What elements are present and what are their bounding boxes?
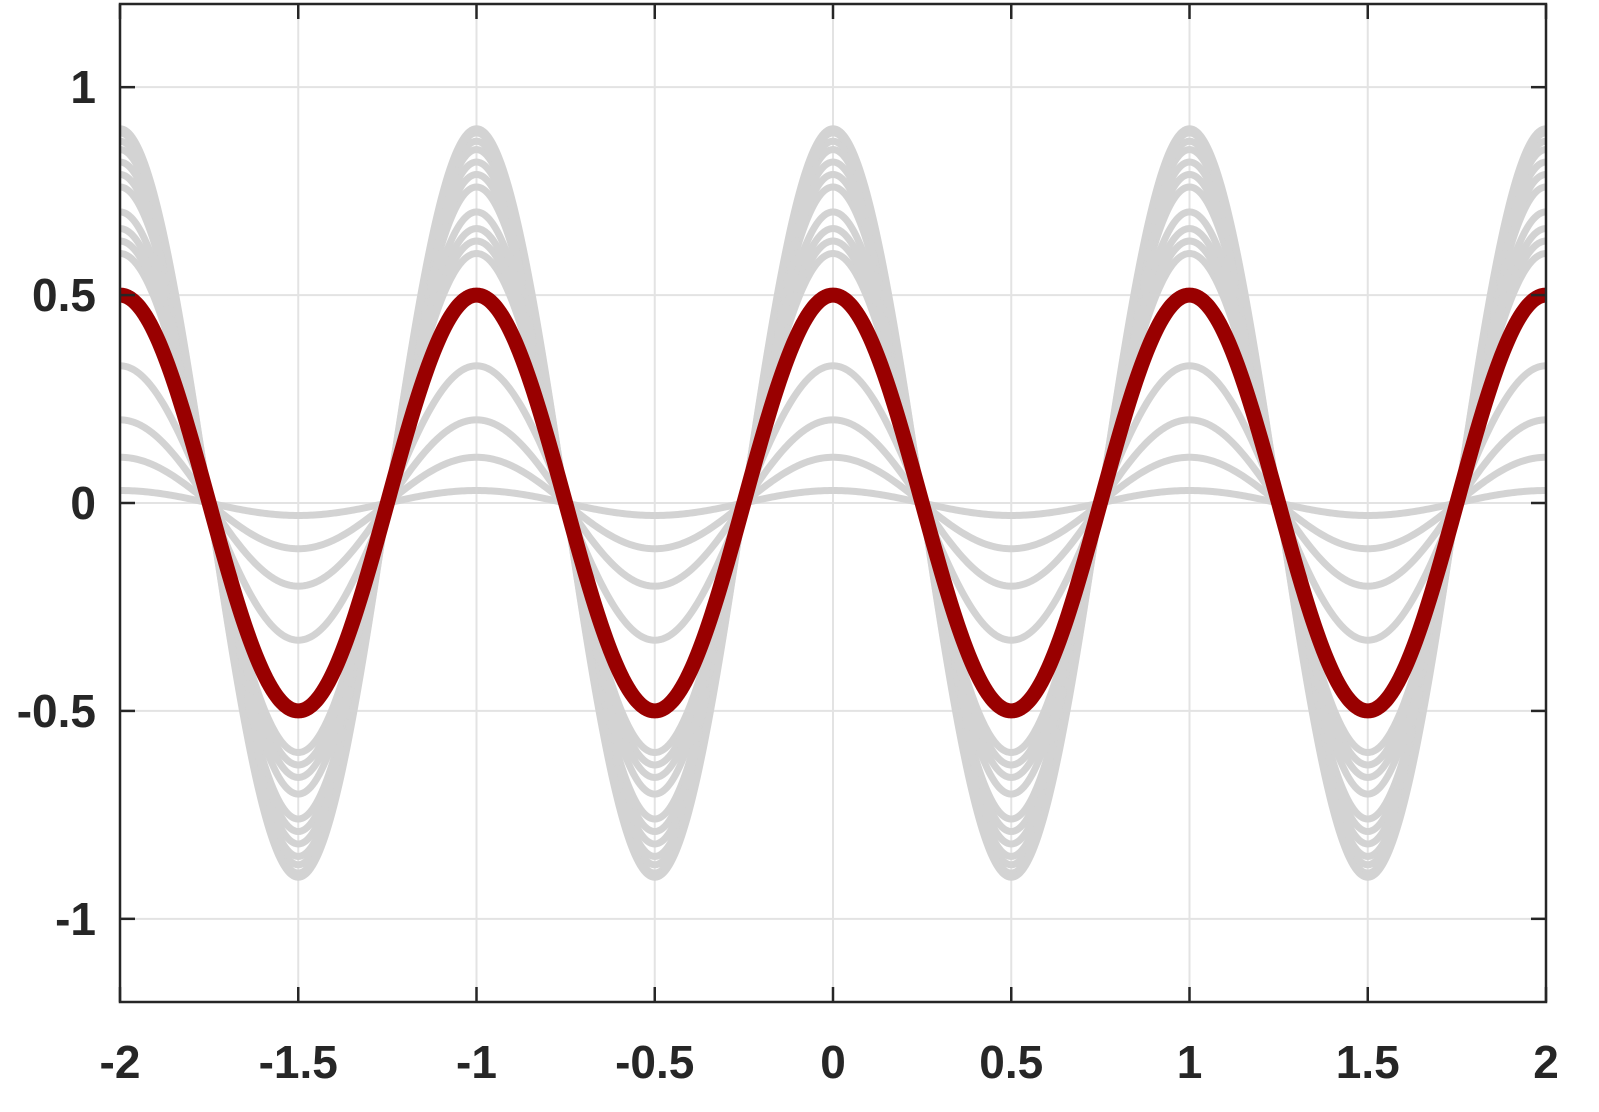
x-tick-label: 1	[1177, 1036, 1203, 1088]
x-tick-label: -1.5	[259, 1036, 338, 1088]
y-tick-label: 1	[70, 61, 96, 113]
x-tick-label: -1	[456, 1036, 497, 1088]
y-tick-label: -1	[55, 893, 96, 945]
y-tick-label: 0.5	[32, 269, 96, 321]
background-series-line	[120, 416, 1546, 590]
background-series-line	[120, 453, 1546, 553]
x-tick-label: -0.5	[615, 1036, 694, 1088]
y-tick-label: 0	[70, 477, 96, 529]
highlighted-series-line	[120, 287, 1546, 719]
x-tick-label: 0.5	[979, 1036, 1043, 1088]
x-tick-label: 0	[820, 1036, 846, 1088]
x-tick-label: 1.5	[1336, 1036, 1400, 1088]
background-series-line	[120, 125, 1546, 881]
background-series-line	[120, 487, 1546, 519]
y-tick-labels: -1 -0.5 0 0.5 1	[17, 61, 96, 945]
x-tick-label: -2	[100, 1036, 141, 1088]
y-tick-label: -0.5	[17, 685, 96, 737]
ticks	[118, 4, 1548, 1002]
background-series-line	[120, 362, 1546, 644]
series-group	[120, 125, 1546, 881]
x-tick-labels: -2 -1.5 -1 -0.5 0 0.5 1 1.5 2	[100, 1036, 1559, 1088]
x-tick-label: 2	[1533, 1036, 1559, 1088]
